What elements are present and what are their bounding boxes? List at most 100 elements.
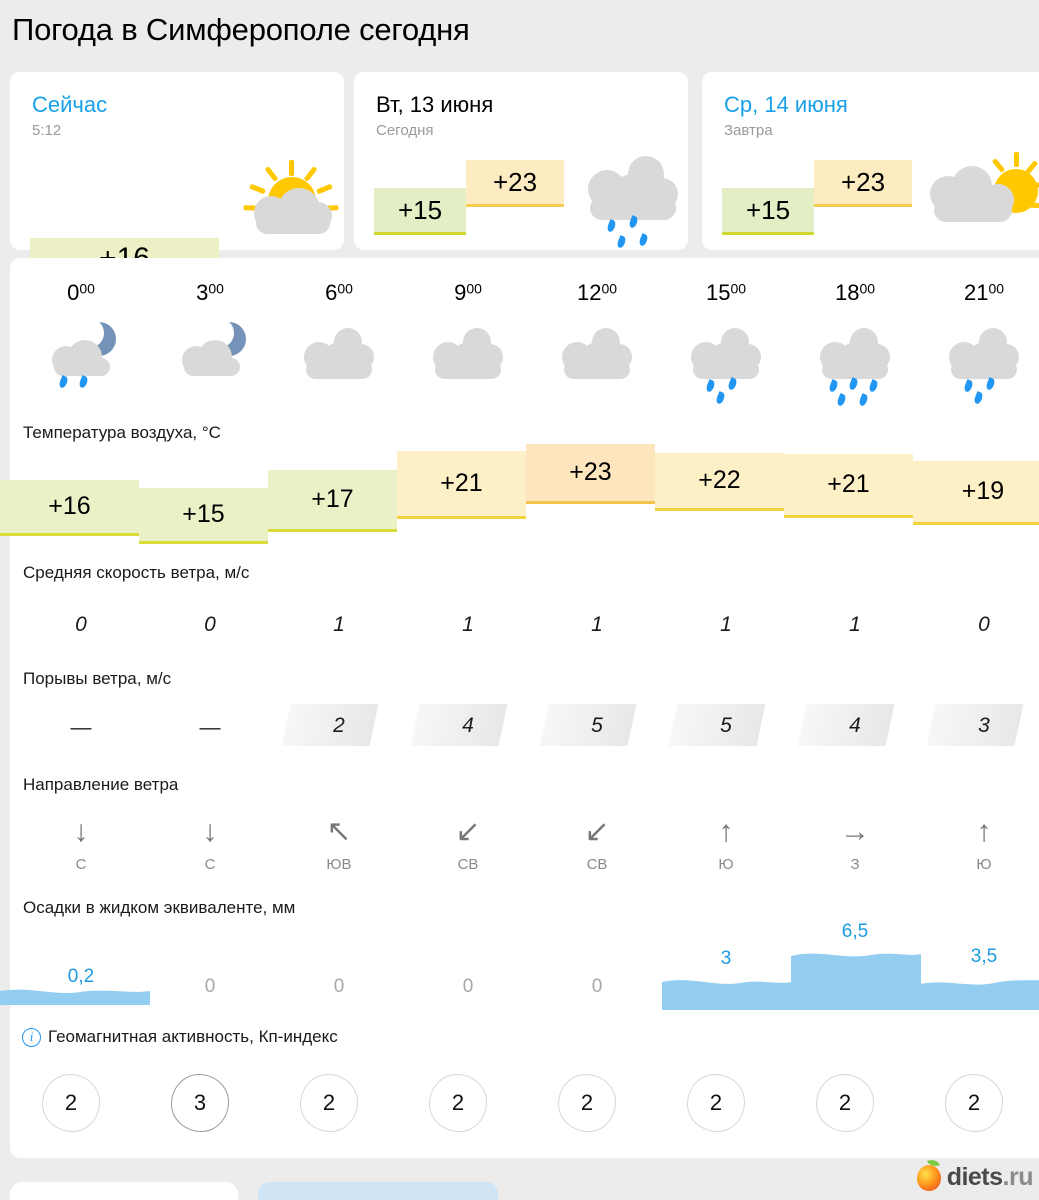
card-tomorrow-subtitle: Завтра [724, 122, 773, 139]
card-tomorrow-head: Ср, 14 июня Завтра [724, 92, 848, 141]
wind-gust-value: 5 [720, 714, 732, 737]
moon-cloud-rain-icon [52, 318, 132, 390]
card-today-subtitle: Сегодня [376, 122, 434, 139]
page-title: Погода в Симферополе сегодня [12, 12, 470, 47]
temp-bar: +23 [526, 444, 655, 504]
wind-direction-arrow-icon: ↓ [73, 815, 89, 848]
wind-direction-arrow-icon: ↑ [976, 815, 992, 848]
card-now-title: Сейчас [32, 92, 108, 117]
wind-gust-value: — [199, 716, 221, 739]
tomorrow-temp-high: +23 [814, 160, 912, 207]
kp-index-badge: 2 [816, 1074, 874, 1132]
kp-index-badge: 2 [429, 1074, 487, 1132]
precip-value: 6,5 [841, 921, 869, 942]
wind-gust-value: 4 [849, 714, 861, 737]
info-icon[interactable]: i [22, 1027, 41, 1047]
apple-icon [916, 1164, 941, 1191]
cloud-rain-icon [584, 152, 690, 249]
precip-bar [920, 980, 1039, 1010]
precip-value: 0 [333, 976, 345, 997]
wind-direction-label: С [75, 856, 87, 873]
section-label-precipitation: Осадки в жидком эквиваленте, мм [23, 898, 296, 917]
kp-index-badge: 2 [945, 1074, 1003, 1132]
today-temp-high: +23 [466, 160, 564, 207]
precip-value: 0 [204, 976, 216, 997]
wind-direction-label: З [850, 856, 860, 873]
wind-direction-label: Ю [976, 856, 992, 873]
wind-direction-arrow-icon: → [840, 815, 870, 848]
wind-direction-label: СВ [457, 856, 479, 873]
section-label-wind-speed: Средняя скорость ветра, м/с [23, 563, 250, 582]
temp-bar: +19 [913, 461, 1039, 525]
section-label-wind-direction: Направление ветра [23, 775, 179, 794]
card-now-subtitle: 5:12 [32, 122, 62, 139]
temp-bar: +16 [0, 480, 139, 536]
wind-direction-arrow-icon: ↙ [584, 815, 610, 848]
wind-speed-value: 1 [591, 613, 603, 636]
cloud-icon [304, 324, 382, 382]
hour-header: 600 [325, 280, 353, 305]
diets-logo-text: diets.ru [946, 1163, 1034, 1191]
moon-cloud-icon [182, 318, 262, 382]
wind-speed-value: 0 [204, 613, 216, 636]
temp-bar: +21 [397, 451, 526, 519]
wind-speed-value: 1 [849, 613, 861, 636]
wind-speed-value: 1 [333, 613, 345, 636]
cloud-rain-icon [691, 324, 769, 405]
wind-speed-value: 1 [462, 613, 474, 636]
sun-cloud-icon [930, 152, 1039, 234]
precip-bar [0, 989, 150, 1005]
diets-logo[interactable]: diets.ru [916, 1163, 1034, 1192]
footer-button-middle[interactable] [258, 1182, 498, 1200]
temp-bar: +15 [139, 488, 268, 544]
wind-direction-arrow-icon: ↖ [326, 815, 352, 848]
wind-speed-value: 0 [978, 613, 990, 636]
kp-index-badge: 2 [42, 1074, 100, 1132]
card-tomorrow[interactable]: Ср, 14 июня Завтра +15 +23 [702, 72, 1039, 250]
precip-value: 0,2 [67, 966, 95, 987]
cloud-icon [433, 324, 511, 382]
kp-index-badge: 2 [687, 1074, 745, 1132]
hour-header: 900 [454, 280, 482, 305]
kp-index-badge: 2 [558, 1074, 616, 1132]
hour-header: 1200 [576, 280, 618, 305]
footer-button-left[interactable] [10, 1182, 238, 1200]
card-now[interactable]: Сейчас 5:12 +16 По ощущению +17 [10, 72, 344, 303]
card-tomorrow-title: Ср, 14 июня [724, 92, 848, 117]
wind-direction-label: ЮВ [326, 856, 352, 873]
hour-header: 1500 [705, 280, 747, 305]
precip-value: 3 [720, 948, 732, 969]
hour-header: 300 [196, 280, 224, 305]
hour-header: 2100 [963, 280, 1005, 305]
sun-cloud-icon [242, 160, 342, 242]
wind-gust-value: 3 [978, 714, 990, 737]
wind-direction-label: Ю [718, 856, 734, 873]
cloud-rain-heavy-icon [820, 324, 898, 407]
precip-value: 0 [462, 976, 474, 997]
wind-direction-arrow-icon: ↙ [455, 815, 481, 848]
card-today-title: Вт, 13 июня [376, 92, 494, 117]
section-label-temperature: Температура воздуха, °C [23, 423, 221, 442]
geomagnetic-header: i Геомагнитная активность, Кп-индекс [22, 1027, 338, 1047]
cloud-icon [562, 324, 640, 382]
cloud-rain-icon [949, 324, 1027, 405]
temp-bar: +22 [655, 453, 784, 511]
hourly-panel: 000 300 600 900 1200 1500 1800 2100 [0, 258, 1039, 1158]
card-now-head: Сейчас 5:12 [32, 92, 107, 141]
precip-bar [791, 953, 921, 1010]
wind-speed-value: 0 [75, 613, 87, 636]
section-label-geomagnetic: Геомагнитная активность, Кп-индекс [48, 1027, 338, 1046]
tomorrow-temp-low: +15 [722, 188, 814, 235]
precip-value: 3,5 [970, 946, 998, 967]
wind-direction-arrow-icon: ↓ [202, 815, 218, 848]
wind-direction-label: СВ [586, 856, 608, 873]
wind-speed-value: 1 [720, 613, 732, 636]
card-today-head: Вт, 13 июня Сегодня [376, 92, 493, 141]
card-today[interactable]: Вт, 13 июня Сегодня +15 +23 13,2 мм [354, 72, 690, 305]
wind-gust-value: 4 [462, 714, 474, 737]
precip-value: 0 [591, 976, 603, 997]
wind-direction-label: С [204, 856, 216, 873]
kp-index-badge: 3 [171, 1074, 229, 1132]
hour-header: 1800 [834, 280, 876, 305]
